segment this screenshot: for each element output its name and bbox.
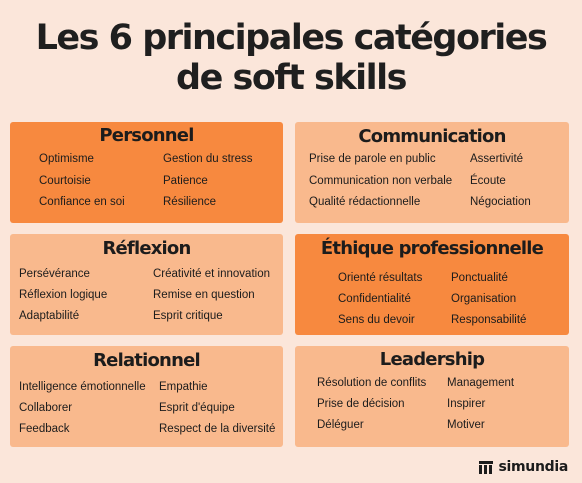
skill-item: Résolution de conflits — [317, 377, 427, 389]
skill-item: Responsabilité — [451, 314, 527, 326]
skill-item: Respect de la diversité — [159, 423, 276, 435]
simundia-logo-icon — [479, 460, 494, 474]
card-heading: Communication — [358, 126, 506, 147]
skill-item: Adaptabilité — [19, 310, 80, 322]
card-leadership: Leadership Résolution de conflits Prise … — [295, 346, 569, 447]
skill-item: Réflexion logique — [19, 289, 108, 301]
skill-item: Négociation — [470, 196, 531, 208]
skill-item: Confidentialité — [338, 293, 411, 305]
skill-item: Orienté résultats — [338, 272, 423, 284]
skill-item: Communication non verbale — [309, 175, 453, 187]
skill-item: Créativité et innovation — [153, 268, 270, 280]
skill-item: Intelligence émotionnelle — [19, 381, 146, 393]
skill-item: Organisation — [451, 293, 517, 305]
card-heading: Personnel — [99, 125, 194, 146]
skill-item: Prise de parole en public — [309, 153, 436, 165]
skill-item: Confiance en soi — [39, 196, 125, 208]
simundia-logo: simundia — [479, 459, 568, 475]
skill-item: Persévérance — [19, 268, 90, 280]
skill-item: Prise de décision — [317, 398, 405, 410]
skill-item: Esprit d'équipe — [159, 402, 235, 414]
skill-item: Gestion du stress — [163, 153, 253, 165]
card-communication: Communication Prise de parole en public … — [295, 122, 569, 223]
skill-item: Courtoisie — [39, 175, 91, 187]
skill-item: Résilience — [163, 196, 217, 208]
skill-item: Optimisme — [39, 153, 94, 165]
skill-item: Motiver — [447, 419, 485, 431]
card-reflexion: Réflexion Persévérance Réflexion logique… — [10, 234, 283, 335]
skill-item: Qualité rédactionnelle — [309, 196, 421, 208]
skill-item: Remise en question — [153, 289, 255, 301]
card-personnel: Personnel Optimisme Courtoisie Confiance… — [10, 122, 283, 223]
skill-item: Feedback — [19, 423, 70, 435]
skill-item: Déléguer — [317, 419, 364, 431]
card-ethique-professionnelle: Éthique professionnelle Orienté résultat… — [295, 234, 569, 335]
skill-item: Esprit critique — [153, 310, 223, 322]
skill-item: Empathie — [159, 381, 208, 393]
skill-item: Ponctualité — [451, 272, 508, 284]
skill-item: Sens du devoir — [338, 314, 415, 326]
skill-item: Assertivité — [470, 153, 524, 165]
skill-item: Inspirer — [447, 398, 486, 410]
card-heading: Éthique professionnelle — [320, 238, 544, 259]
card-heading: Réflexion — [102, 238, 191, 259]
card-heading: Leadership — [379, 349, 485, 370]
logo-text: simundia — [498, 459, 568, 475]
card-relationnel: Relationnel Intelligence émotionnelle Co… — [10, 346, 283, 447]
card-heading: Relationnel — [93, 350, 201, 371]
title-line-2: de soft skills — [176, 58, 407, 98]
page-title: Les 6 principales catégories de soft ski… — [0, 18, 582, 98]
skill-item: Écoute — [470, 175, 506, 187]
skill-item: Collaborer — [19, 402, 73, 414]
skill-item: Management — [447, 377, 515, 389]
skill-item: Patience — [163, 175, 208, 187]
title-line-1: Les 6 principales catégories — [35, 18, 548, 58]
